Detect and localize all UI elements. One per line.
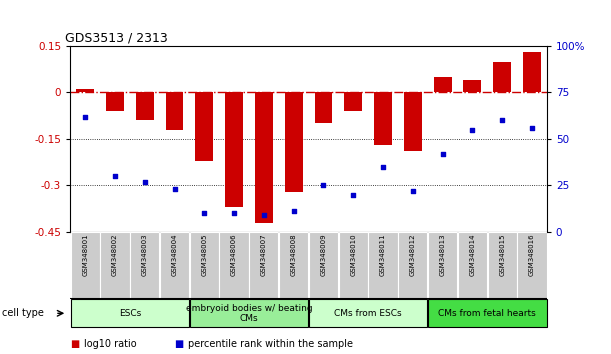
Bar bbox=[458, 232, 487, 299]
Text: GDS3513 / 2313: GDS3513 / 2313 bbox=[65, 32, 168, 45]
Bar bbox=[136, 92, 154, 120]
Bar bbox=[189, 299, 309, 327]
Bar bbox=[338, 232, 368, 299]
Text: ■: ■ bbox=[174, 339, 183, 349]
Bar bbox=[398, 232, 428, 299]
Text: GSM348009: GSM348009 bbox=[320, 233, 326, 276]
Bar bbox=[434, 77, 452, 92]
Point bbox=[289, 209, 299, 214]
Point bbox=[378, 164, 388, 170]
Text: GSM348013: GSM348013 bbox=[439, 233, 445, 276]
Text: CMs from ESCs: CMs from ESCs bbox=[334, 309, 402, 318]
Point bbox=[408, 188, 418, 194]
Bar bbox=[368, 232, 398, 299]
Text: log10 ratio: log10 ratio bbox=[84, 339, 136, 349]
Text: GSM348001: GSM348001 bbox=[82, 233, 88, 276]
Point bbox=[437, 151, 447, 156]
Bar bbox=[285, 92, 302, 192]
Text: GSM348016: GSM348016 bbox=[529, 233, 535, 276]
Bar bbox=[249, 232, 279, 299]
Text: GSM348003: GSM348003 bbox=[142, 233, 148, 276]
Bar bbox=[219, 232, 249, 299]
Bar bbox=[106, 92, 124, 111]
Bar bbox=[100, 232, 130, 299]
Text: GSM348008: GSM348008 bbox=[291, 233, 297, 276]
Bar bbox=[374, 92, 392, 145]
Text: embryoid bodies w/ beating
CMs: embryoid bodies w/ beating CMs bbox=[186, 304, 312, 323]
Bar bbox=[345, 92, 362, 111]
Point bbox=[170, 186, 180, 192]
Text: GSM348014: GSM348014 bbox=[469, 233, 475, 276]
Bar bbox=[225, 92, 243, 207]
Bar bbox=[428, 232, 457, 299]
Bar bbox=[463, 80, 481, 92]
Text: cell type: cell type bbox=[2, 308, 44, 318]
Bar bbox=[160, 232, 189, 299]
Bar bbox=[315, 92, 332, 124]
Bar bbox=[76, 89, 94, 92]
Point bbox=[467, 127, 477, 132]
Text: GSM348015: GSM348015 bbox=[499, 233, 505, 276]
Bar bbox=[428, 299, 547, 327]
Text: GSM348007: GSM348007 bbox=[261, 233, 267, 276]
Bar bbox=[493, 62, 511, 92]
Text: percentile rank within the sample: percentile rank within the sample bbox=[188, 339, 353, 349]
Bar bbox=[166, 92, 183, 130]
Text: GSM348011: GSM348011 bbox=[380, 233, 386, 276]
Text: GSM348004: GSM348004 bbox=[172, 233, 178, 276]
Text: ■: ■ bbox=[70, 339, 79, 349]
Point bbox=[318, 183, 328, 188]
Text: ESCs: ESCs bbox=[119, 309, 141, 318]
Text: GSM348012: GSM348012 bbox=[410, 233, 416, 276]
Bar bbox=[309, 232, 338, 299]
Bar bbox=[130, 232, 159, 299]
Text: GSM348006: GSM348006 bbox=[231, 233, 237, 276]
Bar bbox=[70, 232, 100, 299]
Bar bbox=[189, 232, 219, 299]
Point bbox=[348, 192, 358, 198]
Text: GSM348005: GSM348005 bbox=[201, 233, 207, 276]
Point bbox=[199, 210, 209, 216]
Point bbox=[80, 114, 90, 119]
Bar bbox=[196, 92, 213, 161]
Bar bbox=[309, 299, 428, 327]
Point bbox=[140, 179, 150, 184]
Bar bbox=[523, 52, 541, 92]
Bar bbox=[70, 299, 189, 327]
Text: GSM348002: GSM348002 bbox=[112, 233, 118, 276]
Bar bbox=[404, 92, 422, 152]
Bar bbox=[518, 232, 547, 299]
Point bbox=[110, 173, 120, 179]
Point bbox=[497, 118, 507, 123]
Point bbox=[527, 125, 537, 131]
Bar bbox=[255, 92, 273, 223]
Point bbox=[259, 212, 269, 218]
Text: CMs from fetal hearts: CMs from fetal hearts bbox=[439, 309, 536, 318]
Bar bbox=[279, 232, 309, 299]
Point bbox=[229, 210, 239, 216]
Text: GSM348010: GSM348010 bbox=[350, 233, 356, 276]
Bar bbox=[488, 232, 517, 299]
